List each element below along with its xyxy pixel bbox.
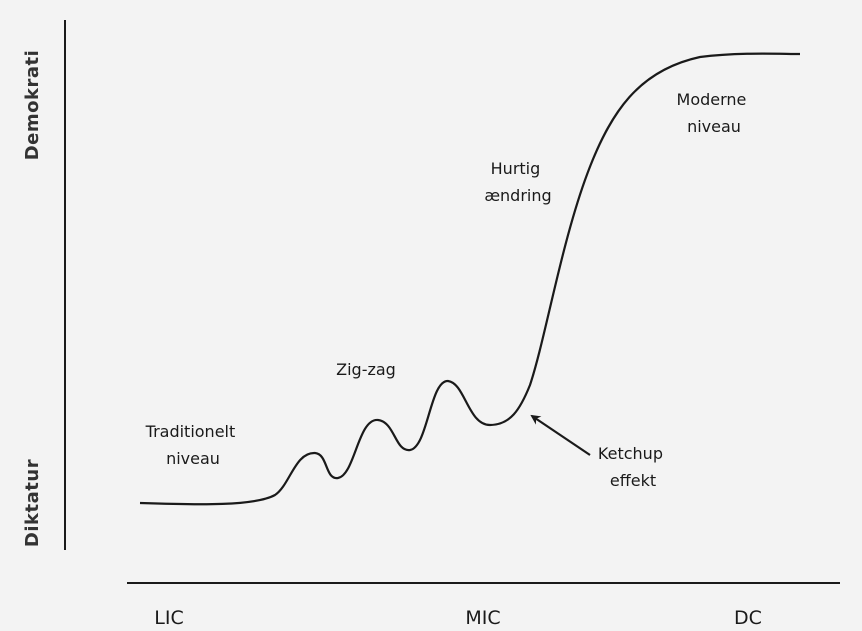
annotation-line: niveau — [166, 449, 220, 468]
annotation-line: Hurtig — [491, 159, 541, 178]
ketchup-arrow — [530, 414, 591, 456]
y-bottom-label: Diktatur — [22, 459, 43, 547]
annotation: Ketchup effekt — [598, 444, 668, 490]
x-label: LIC — [154, 607, 183, 629]
annotation-line: effekt — [610, 471, 656, 490]
annotation: Moderne niveau — [677, 90, 752, 136]
y-top-label: Demokrati — [22, 50, 43, 161]
annotation-line: Moderne — [677, 90, 747, 109]
x-label: DC — [734, 607, 762, 629]
annotation: Zig-zag — [336, 360, 396, 379]
annotation: Hurtig ændring — [484, 159, 551, 205]
annotation: Traditionelt niveau — [145, 422, 241, 468]
x-label: MIC — [465, 607, 500, 629]
annotation-line: ændring — [484, 186, 551, 205]
annotation-line: Zig-zag — [336, 360, 396, 379]
annotation-line: Traditionelt — [145, 422, 236, 441]
development-curve — [139, 52, 801, 506]
annotation-line: niveau — [687, 117, 741, 136]
annotation-line: Ketchup — [598, 444, 663, 463]
